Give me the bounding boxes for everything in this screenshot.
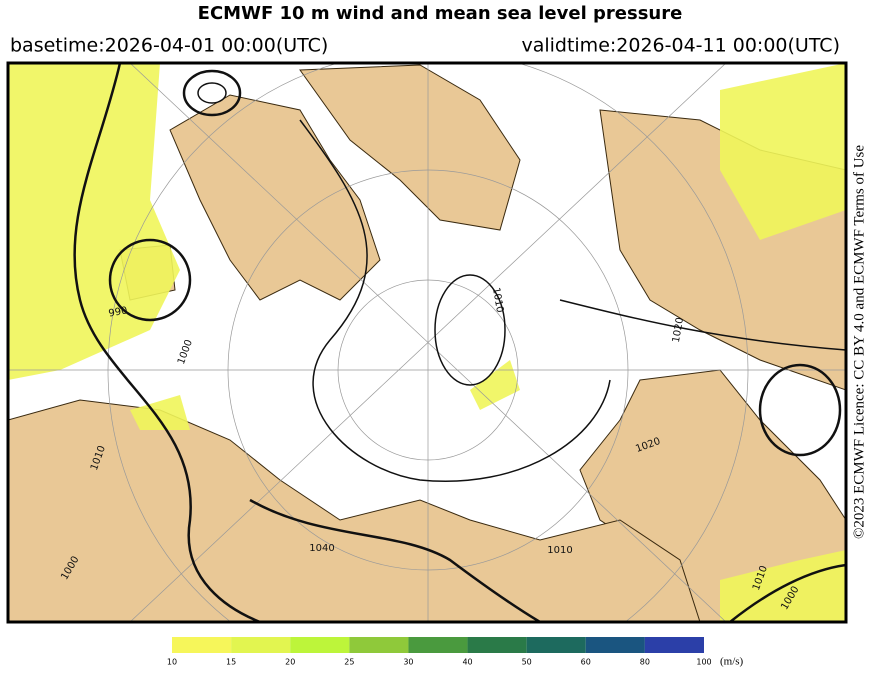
graticule [8,63,846,622]
isobar-label: 990 [108,305,129,319]
colorbar-tick-label: 80 [640,658,650,667]
isobar-label: 1040 [309,543,334,554]
basetime: basetime:2026-04-01 00:00(UTC) [10,35,328,57]
land [299,64,521,231]
colorbar-tick-label: 25 [344,658,354,667]
colorbar-swatch [408,637,468,653]
wind-area [720,63,846,240]
wind-area [130,395,190,430]
wind-area [470,360,520,410]
colorbar-unit: (m/s) [720,656,744,668]
isobars [73,63,846,622]
colorbar-swatch [231,637,291,653]
isobar-label: 1010 [490,287,505,314]
colorbar-tick-label: 30 [403,658,413,667]
colorbar: 10 15 20 25 30 40 50 60 80 100 (m/s) [167,637,744,668]
colorbar-tick-label: 20 [285,658,295,667]
colorbar-swatch [585,637,645,653]
land [169,94,381,301]
colorbar-swatch [290,637,350,653]
colorbar-swatch [349,637,409,653]
colorbar-tick-label: 40 [462,658,472,667]
isobar-label: 1020 [671,317,686,344]
map: 9901000101010201040101010001010102010101… [6,61,848,624]
colorbar-tick-label: 100 [696,658,711,667]
colorbar-swatch [467,637,527,653]
colorbar-tick-label: 15 [226,658,236,667]
colorbar-swatch [526,637,586,653]
land [579,369,846,622]
isobar-label: 1010 [547,545,572,556]
title: ECMWF 10 m wind and mean sea level press… [198,3,683,24]
validtime: validtime:2026-04-11 00:00(UTC) [521,35,840,57]
wind-area [8,63,180,380]
colorbar-tick-label: 10 [167,658,177,667]
map-frame [6,61,848,624]
colorbar-tick-label: 60 [581,658,591,667]
colorbar-swatch [172,637,232,653]
licence: ©2023 ECMWF Licence: CC BY 4.0 and ECMWF… [851,145,867,539]
colorbar-tick-label: 50 [522,658,532,667]
colorbar-swatch [644,637,704,653]
